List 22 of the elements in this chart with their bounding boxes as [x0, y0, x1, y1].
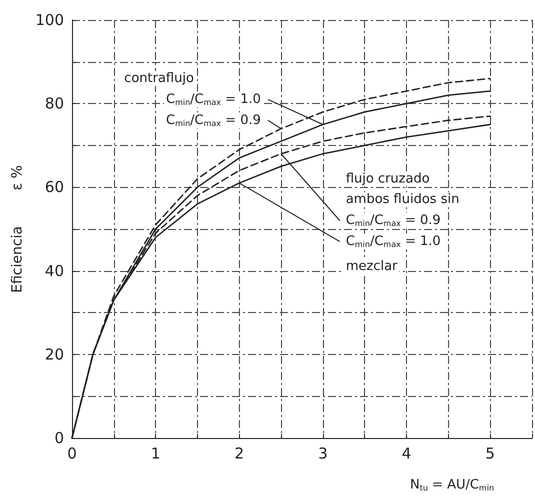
annotation: Cmin/Cmax = 0.9 — [346, 213, 441, 228]
y-tick-label: 0 — [54, 429, 64, 447]
annotation: Cmin/Cmax = 1.0 — [346, 234, 441, 250]
annotation: ambos fluidos sin — [346, 192, 460, 208]
y-tick-label: 80 — [44, 94, 64, 113]
x-tick-label: 2 — [234, 444, 244, 462]
y-tick-label: 100 — [35, 11, 64, 29]
y-tick-label: 60 — [44, 178, 64, 196]
annotation: Cmin/Cmax = 1.0 — [166, 92, 261, 107]
y-tick-label: 20 — [44, 345, 64, 364]
x-tick-label: 3 — [318, 444, 328, 462]
annotation: flujo cruzado — [346, 171, 430, 186]
x-tick-label: 5 — [485, 444, 495, 462]
x-tick-label: 4 — [402, 444, 412, 462]
x-tick-label: 0 — [67, 444, 77, 462]
x-tick-label: 1 — [150, 444, 160, 462]
x-axis-title: Ntu = AU/Cmin — [410, 478, 494, 492]
y-tick-label: 40 — [44, 262, 64, 280]
annotation: Cmin/Cmax = 0.9 — [166, 112, 261, 128]
annotation: contraflujo — [124, 71, 194, 86]
y-axis-title: Eficiencia ε % — [9, 165, 26, 293]
annotation: mezclar — [346, 259, 398, 274]
